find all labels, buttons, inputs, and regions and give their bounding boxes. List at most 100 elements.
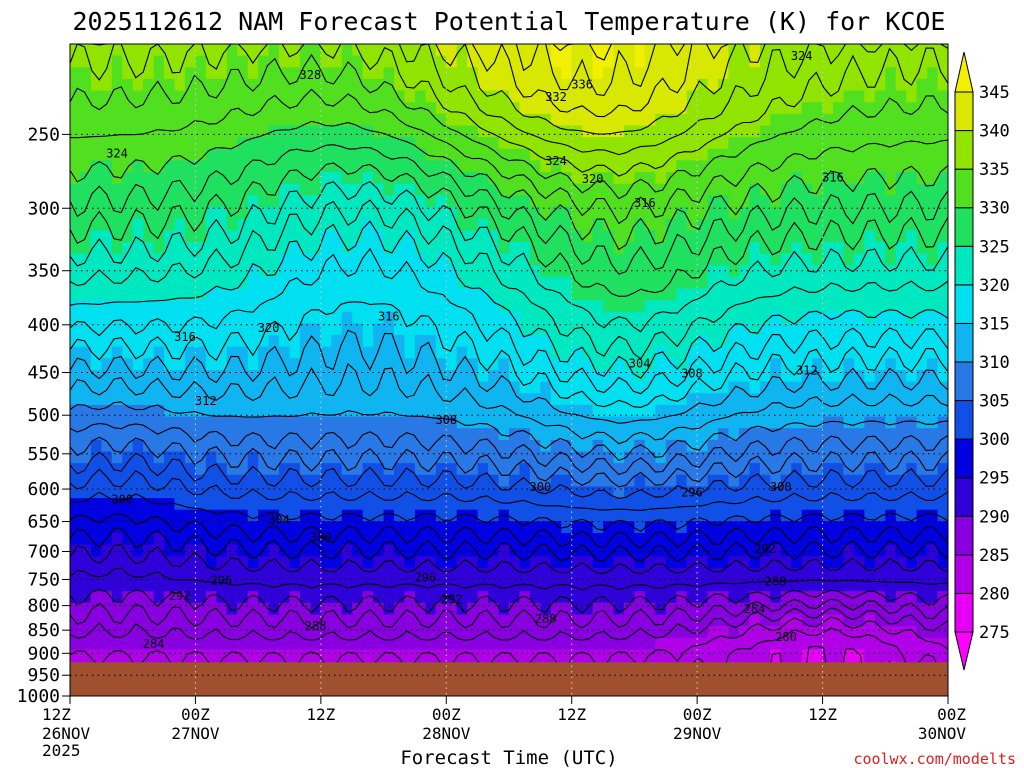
field-cell (937, 404, 948, 418)
field-cell (853, 195, 865, 208)
field-cell (655, 591, 667, 604)
field-cell (279, 183, 291, 196)
field-cell (780, 451, 792, 464)
field-cell (833, 148, 845, 162)
field-cell (414, 207, 426, 220)
field-cell (101, 55, 113, 68)
field-cell (247, 591, 259, 604)
field-cell (676, 148, 688, 162)
field-cell (613, 311, 625, 325)
field-cell (561, 102, 573, 115)
field-cell (843, 183, 855, 196)
field-cell (749, 335, 761, 348)
field-cell (122, 474, 134, 488)
field-cell (916, 195, 928, 208)
field-cell (122, 311, 134, 325)
field-cell (749, 288, 761, 301)
field-cell (153, 463, 165, 476)
field-cell (373, 474, 385, 488)
field-cell (738, 602, 750, 616)
field-cell (299, 358, 311, 371)
field-cell (477, 311, 489, 325)
field-cell (791, 44, 803, 57)
field-cell (216, 207, 228, 220)
field-cell (122, 521, 134, 534)
field-cell (571, 358, 583, 371)
field-cell (184, 463, 197, 476)
field-cell (613, 439, 625, 453)
field-cell (111, 172, 123, 185)
field-cell (132, 509, 144, 522)
field-cell (498, 102, 510, 115)
field-cell (456, 218, 468, 231)
field-cell (258, 113, 270, 127)
field-cell (90, 300, 102, 313)
field-cell (853, 404, 865, 418)
field-cell (833, 172, 845, 185)
field-cell (174, 160, 186, 173)
field-cell (414, 253, 426, 266)
field-cell (906, 195, 918, 208)
field-cell (122, 346, 134, 359)
field-cell (759, 44, 771, 57)
field-cell (90, 614, 102, 627)
field-cell (488, 370, 500, 383)
field-cell (184, 614, 197, 627)
field-cell (414, 346, 426, 359)
field-cell (529, 125, 541, 138)
field-cell (623, 626, 636, 639)
field-cell (592, 335, 604, 348)
field-cell (352, 265, 364, 278)
field-cell (770, 404, 782, 418)
field-cell (571, 509, 583, 522)
field-cell (895, 300, 907, 313)
field-cell (383, 416, 395, 429)
field-cell (707, 474, 719, 488)
field-cell (927, 486, 939, 499)
field-cell (341, 498, 353, 511)
field-cell (686, 567, 698, 581)
field-cell (362, 125, 374, 138)
field-cell (791, 486, 803, 499)
field-cell (540, 335, 552, 348)
field-cell (895, 404, 907, 418)
x-tick-label: 12Z (42, 705, 71, 724)
field-cell (320, 370, 332, 383)
field-cell (916, 591, 928, 604)
field-cell (822, 626, 834, 639)
field-cell (937, 602, 948, 616)
field-cell (111, 160, 123, 173)
field-cell (864, 439, 876, 453)
field-cell (864, 113, 876, 127)
field-cell (582, 288, 594, 301)
field-cell (853, 451, 865, 464)
field-cell (279, 428, 291, 441)
field-cell (582, 428, 594, 441)
field-cell (446, 125, 458, 138)
field-cell (383, 649, 395, 662)
field-cell (937, 451, 948, 464)
field-cell (571, 463, 583, 476)
field-cell (111, 113, 123, 127)
field-cell (561, 55, 573, 68)
field-cell (759, 370, 771, 383)
field-cell (488, 288, 500, 301)
field-cell (676, 44, 688, 57)
field-cell (101, 521, 113, 534)
field-cell (341, 241, 353, 255)
field-cell (906, 381, 918, 394)
colorbar-swatch (954, 438, 974, 479)
field-cell (132, 439, 144, 453)
chart-title: 2025112612 NAM Forecast Potential Temper… (73, 7, 946, 36)
field-cell (101, 626, 113, 639)
field-cell (477, 230, 489, 243)
field-cell (279, 626, 291, 639)
field-cell (885, 288, 897, 301)
field-cell (414, 311, 426, 325)
field-cell (780, 102, 792, 115)
field-cell (373, 381, 385, 394)
field-cell (153, 439, 165, 453)
field-cell (718, 67, 730, 80)
field-cell (529, 67, 541, 80)
field-cell (111, 486, 123, 499)
